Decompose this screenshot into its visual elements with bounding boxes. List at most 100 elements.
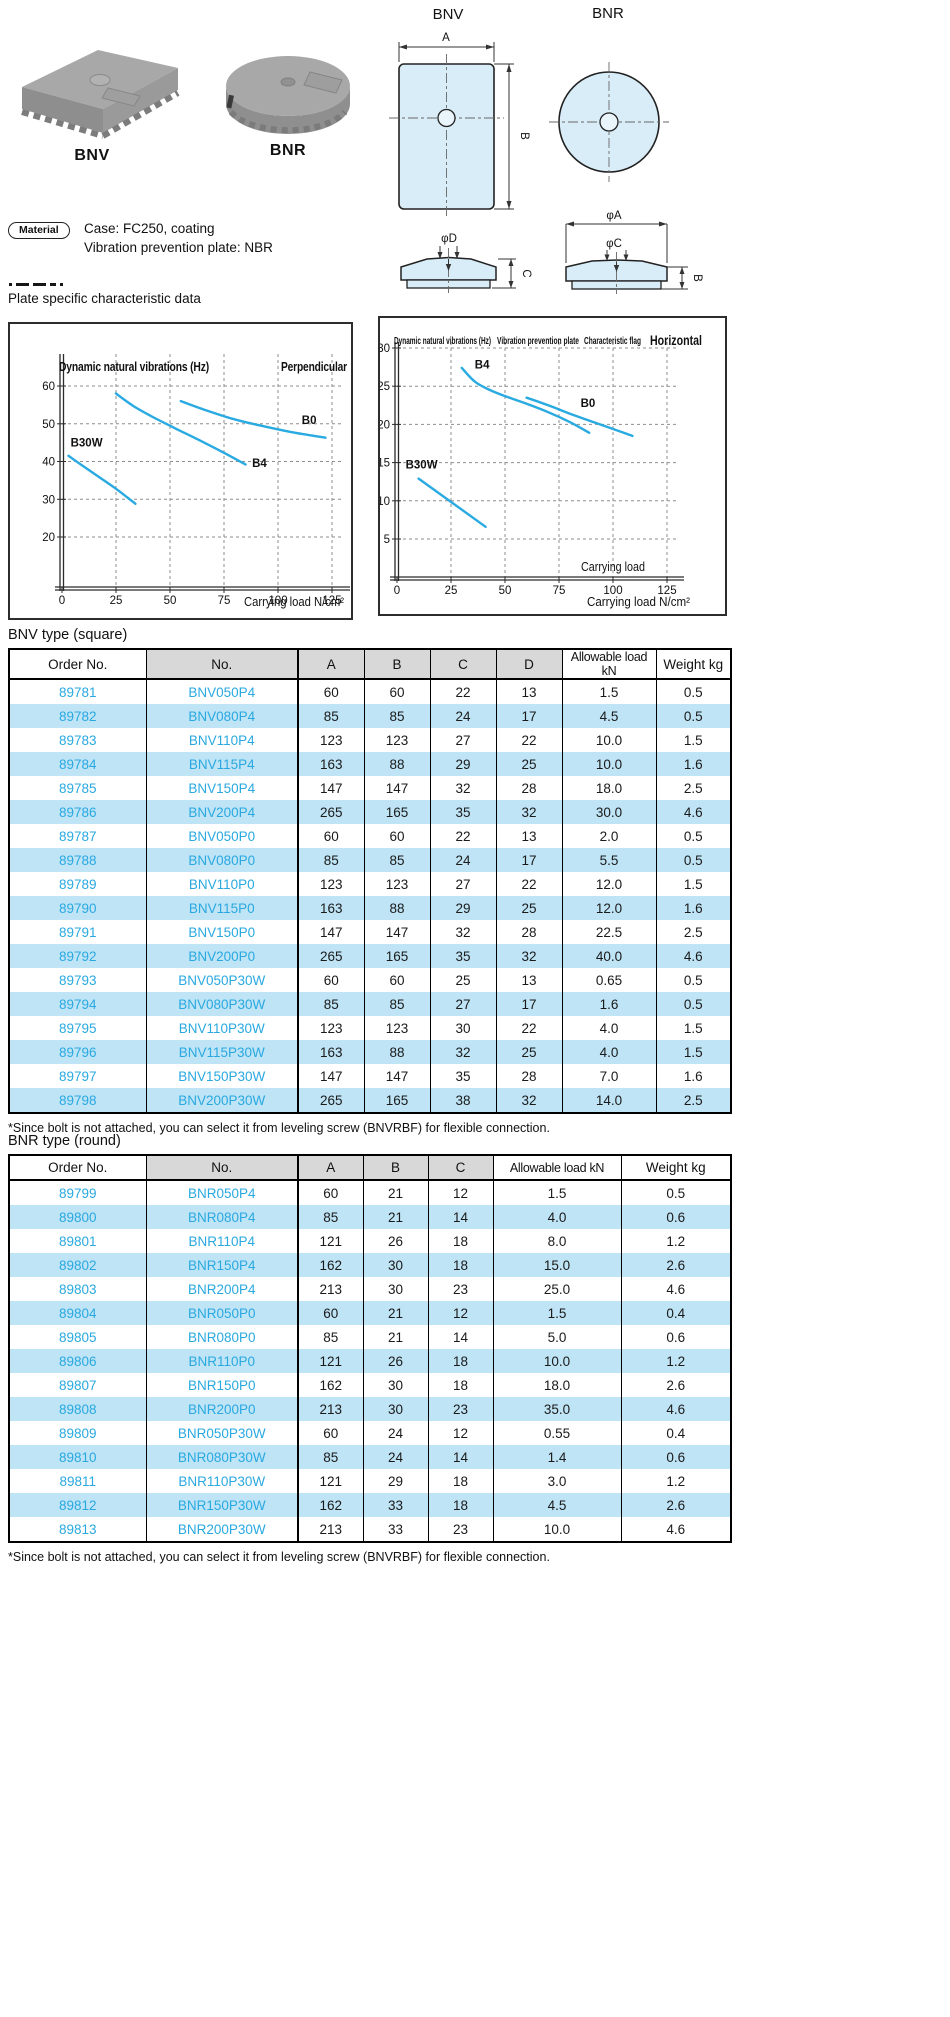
order-no-cell[interactable]: 89799 bbox=[8, 1180, 147, 1205]
column-header-no: No. bbox=[145, 1154, 299, 1181]
order-no-cell[interactable]: 89804 bbox=[8, 1301, 147, 1325]
order-no-cell[interactable]: 89806 bbox=[8, 1349, 147, 1373]
part-no-cell[interactable]: BNV150P0 bbox=[145, 920, 299, 944]
order-no-cell[interactable]: 89782 bbox=[8, 704, 147, 728]
table-row: 89794 BNV080P30W 85 85 27 17 1.6 0.5 bbox=[8, 992, 732, 1016]
value-cell: 85 bbox=[363, 848, 431, 872]
order-no-cell[interactable]: 89795 bbox=[8, 1016, 147, 1040]
value-cell: 10.0 bbox=[492, 1349, 622, 1373]
order-no-cell[interactable]: 89798 bbox=[8, 1088, 147, 1113]
order-no-cell[interactable]: 89808 bbox=[8, 1397, 147, 1421]
part-no-cell[interactable]: BNV150P4 bbox=[145, 776, 299, 800]
value-cell: 123 bbox=[363, 728, 431, 752]
order-no-cell[interactable]: 89802 bbox=[8, 1253, 147, 1277]
part-no-cell[interactable]: BNV200P4 bbox=[145, 800, 299, 824]
part-no-cell[interactable]: BNV050P30W bbox=[145, 968, 299, 992]
y-tick-label: 20 bbox=[42, 532, 55, 544]
order-no-cell[interactable]: 89789 bbox=[8, 872, 147, 896]
value-cell: 123 bbox=[363, 872, 431, 896]
part-no-cell[interactable]: BNV110P0 bbox=[145, 872, 299, 896]
part-no-cell[interactable]: BNR050P4 bbox=[145, 1180, 299, 1205]
part-no-cell[interactable]: BNR110P30W bbox=[145, 1469, 299, 1493]
value-cell: 17 bbox=[495, 704, 563, 728]
part-no-cell[interactable]: BNV115P4 bbox=[145, 752, 299, 776]
order-no-cell[interactable]: 89781 bbox=[8, 679, 147, 704]
part-no-cell[interactable]: BNV115P0 bbox=[145, 896, 299, 920]
part-no-cell[interactable]: BNR150P0 bbox=[145, 1373, 299, 1397]
part-no-cell[interactable]: BNR150P4 bbox=[145, 1253, 299, 1277]
part-no-cell[interactable]: BNR150P30W bbox=[145, 1493, 299, 1517]
column-header-d: D bbox=[495, 648, 563, 680]
order-no-cell[interactable]: 89787 bbox=[8, 824, 147, 848]
part-no-cell[interactable]: BNV115P30W bbox=[145, 1040, 299, 1064]
value-cell: 0.5 bbox=[655, 968, 732, 992]
part-no-cell[interactable]: BNV200P0 bbox=[145, 944, 299, 968]
value-cell: 1.5 bbox=[492, 1180, 622, 1205]
part-no-cell[interactable]: BNR050P30W bbox=[145, 1421, 299, 1445]
order-no-cell[interactable]: 89785 bbox=[8, 776, 147, 800]
part-no-cell[interactable]: BNR110P0 bbox=[145, 1349, 299, 1373]
order-no-cell[interactable]: 89810 bbox=[8, 1445, 147, 1469]
part-no-cell[interactable]: BNR200P30W bbox=[145, 1517, 299, 1542]
order-no-cell[interactable]: 89812 bbox=[8, 1493, 147, 1517]
order-no-cell[interactable]: 89807 bbox=[8, 1373, 147, 1397]
value-cell: 0.6 bbox=[620, 1445, 732, 1469]
dim-label-phi-a: φA bbox=[606, 210, 621, 222]
value-cell: 13 bbox=[495, 679, 563, 704]
order-no-cell[interactable]: 89793 bbox=[8, 968, 147, 992]
part-no-cell[interactable]: BNV200P30W bbox=[145, 1088, 299, 1113]
value-cell: 22 bbox=[429, 679, 497, 704]
order-no-cell[interactable]: 89801 bbox=[8, 1229, 147, 1253]
value-cell: 213 bbox=[297, 1517, 364, 1542]
value-cell: 123 bbox=[297, 728, 365, 752]
order-no-cell[interactable]: 89791 bbox=[8, 920, 147, 944]
order-no-cell[interactable]: 89805 bbox=[8, 1325, 147, 1349]
bnr-table: Order No. No. A B C Allowable load kN Weight k… bbox=[8, 1154, 732, 1543]
y-tick-label: 40 bbox=[42, 457, 55, 469]
part-no-cell[interactable]: BNR200P4 bbox=[145, 1277, 299, 1301]
order-no-cell[interactable]: 89809 bbox=[8, 1421, 147, 1445]
part-no-cell[interactable]: BNV050P0 bbox=[145, 824, 299, 848]
value-cell: 33 bbox=[362, 1517, 429, 1542]
value-cell: 123 bbox=[297, 872, 365, 896]
y-tick-label: 20 bbox=[380, 419, 390, 431]
part-no-cell[interactable]: BNV050P4 bbox=[145, 679, 299, 704]
value-cell: 0.5 bbox=[655, 704, 732, 728]
value-cell: 29 bbox=[429, 896, 497, 920]
part-no-cell[interactable]: BNR080P4 bbox=[145, 1205, 299, 1229]
part-no-cell[interactable]: BNV110P4 bbox=[145, 728, 299, 752]
column-header-a: A bbox=[297, 648, 365, 680]
table-row: 89798 BNV200P30W 265 165 38 32 14.0 2.5 bbox=[8, 1088, 732, 1113]
order-no-cell[interactable]: 89792 bbox=[8, 944, 147, 968]
part-no-cell[interactable]: BNV110P30W bbox=[145, 1016, 299, 1040]
order-no-cell[interactable]: 89800 bbox=[8, 1205, 147, 1229]
value-cell: 1.5 bbox=[561, 679, 657, 704]
part-no-cell[interactable]: BNR110P4 bbox=[145, 1229, 299, 1253]
part-no-cell[interactable]: BNV080P4 bbox=[145, 704, 299, 728]
order-no-cell[interactable]: 89797 bbox=[8, 1064, 147, 1088]
part-no-cell[interactable]: BNR080P30W bbox=[145, 1445, 299, 1469]
order-no-cell[interactable]: 89803 bbox=[8, 1277, 147, 1301]
part-no-cell[interactable]: BNR080P0 bbox=[145, 1325, 299, 1349]
part-no-cell[interactable]: BNV150P30W bbox=[145, 1064, 299, 1088]
part-no-cell[interactable]: BNR050P0 bbox=[145, 1301, 299, 1325]
order-no-cell[interactable]: 89783 bbox=[8, 728, 147, 752]
order-no-cell[interactable]: 89796 bbox=[8, 1040, 147, 1064]
value-cell: 60 bbox=[297, 968, 365, 992]
order-no-cell[interactable]: 89811 bbox=[8, 1469, 147, 1493]
order-no-cell[interactable]: 89784 bbox=[8, 752, 147, 776]
series-label-B0: B0 bbox=[302, 415, 317, 427]
order-no-cell[interactable]: 89788 bbox=[8, 848, 147, 872]
part-no-cell[interactable]: BNR200P0 bbox=[145, 1397, 299, 1421]
value-cell: 24 bbox=[429, 848, 497, 872]
series-B0 bbox=[525, 396, 634, 438]
value-cell: 121 bbox=[297, 1229, 364, 1253]
part-no-cell[interactable]: BNV080P0 bbox=[145, 848, 299, 872]
order-no-cell[interactable]: 89786 bbox=[8, 800, 147, 824]
order-no-cell[interactable]: 89790 bbox=[8, 896, 147, 920]
order-no-cell[interactable]: 89813 bbox=[8, 1517, 147, 1542]
order-no-cell[interactable]: 89794 bbox=[8, 992, 147, 1016]
series-label-B30W: B30W bbox=[406, 460, 438, 472]
value-cell: 22.5 bbox=[561, 920, 657, 944]
part-no-cell[interactable]: BNV080P30W bbox=[145, 992, 299, 1016]
